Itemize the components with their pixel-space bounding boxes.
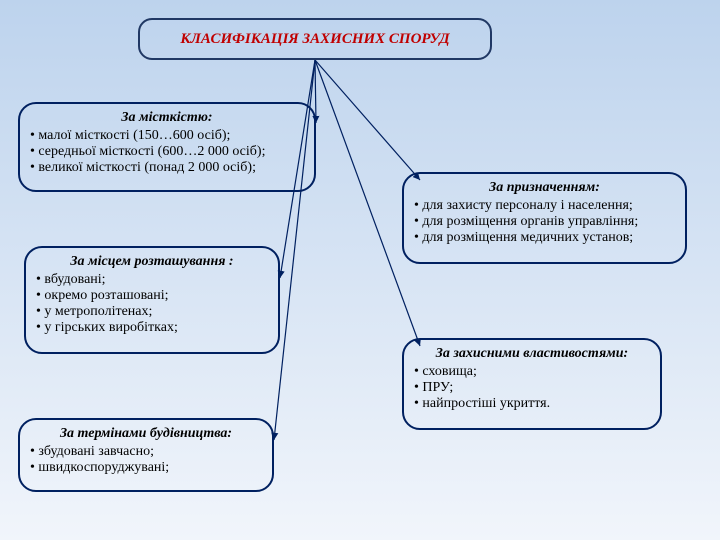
category-box-construction: За термінами будівництва: збудовані завча…: [18, 418, 274, 492]
category-item: сховища;: [414, 364, 650, 380]
category-title: За термінами будівництва:: [30, 426, 262, 442]
title-box: КЛАСИФІКАЦІЯ ЗАХИСНИХ СПОРУД: [138, 18, 492, 60]
category-item: окремо розташовані;: [36, 288, 268, 304]
category-title: За місткістю:: [30, 110, 304, 126]
category-items: вбудовані;окремо розташовані;у метрополі…: [36, 272, 268, 336]
category-item: у метрополітенах;: [36, 304, 268, 320]
category-item: великої місткості (понад 2 000 осіб);: [30, 160, 304, 176]
category-item: ПРУ;: [414, 380, 650, 396]
connector-line: [315, 60, 420, 180]
category-item: для розміщення медичних установ;: [414, 230, 675, 246]
category-title: За призначенням:: [414, 180, 675, 196]
category-box-protective: За захисними властивостями: сховища;ПРУ;н…: [402, 338, 662, 430]
category-item: середньої місткості (600…2 000 осіб);: [30, 144, 304, 160]
category-title: За місцем розташування :: [36, 254, 268, 270]
category-item: збудовані завчасно;: [30, 444, 262, 460]
category-item: швидкоспоруджувані;: [30, 460, 262, 476]
category-items: малої місткості (150…600 осіб);середньої…: [30, 128, 304, 176]
category-item: для розміщення органів управління;: [414, 214, 675, 230]
diagram-canvas: КЛАСИФІКАЦІЯ ЗАХИСНИХ СПОРУД За місткістю…: [0, 0, 720, 540]
category-title: За захисними властивостями:: [414, 346, 650, 362]
category-box-purpose: За призначенням: для захисту персоналу і …: [402, 172, 687, 264]
category-items: збудовані завчасно;швидкоспоруджувані;: [30, 444, 262, 476]
category-item: малої місткості (150…600 осіб);: [30, 128, 304, 144]
category-box-location: За місцем розташування : вбудовані;окремо…: [24, 246, 280, 354]
category-item: у гірських виробітках;: [36, 320, 268, 336]
category-item: вбудовані;: [36, 272, 268, 288]
category-item: найпростіші укриття.: [414, 396, 650, 412]
category-items: сховища;ПРУ;найпростіші укриття.: [414, 364, 650, 412]
category-items: для захисту персоналу і населення;для ро…: [414, 198, 675, 246]
category-box-capacity: За місткістю: малої місткості (150…600 ос…: [18, 102, 316, 192]
category-item: для захисту персоналу і населення;: [414, 198, 675, 214]
